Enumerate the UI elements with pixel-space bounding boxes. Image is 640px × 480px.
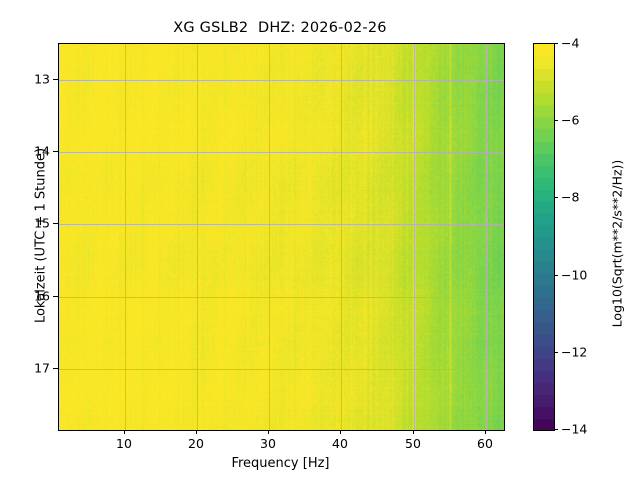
colorbar-tick-mark xyxy=(554,429,558,430)
y-tick-label: 14 xyxy=(34,143,50,159)
y-tick-label: 15 xyxy=(34,215,50,231)
x-tick-label: 30 xyxy=(260,436,276,451)
y-axis-label: Lokalzeit (UTC + 1 Stunde) xyxy=(33,147,49,324)
x-tick-mark xyxy=(124,430,125,434)
colorbar xyxy=(533,43,555,431)
y-tick-label: 16 xyxy=(34,288,50,304)
y-tick-label: 13 xyxy=(34,71,50,87)
x-tick-mark xyxy=(413,430,414,434)
figure-title: XG GSLB2 DHZ: 2026-02-26 xyxy=(173,20,387,36)
colorbar-tick-label: −12 xyxy=(561,344,588,360)
x-tick-mark xyxy=(268,430,269,434)
x-tick-mark xyxy=(196,430,197,434)
colorbar-label: Log10(Sqrt(m**2/s**2/Hz)) xyxy=(609,159,625,328)
y-tick-mark xyxy=(53,223,58,224)
x-axis-label: Frequency [Hz] xyxy=(231,456,330,471)
y-tick-mark xyxy=(53,368,58,369)
colorbar-tick-mark xyxy=(554,197,558,198)
y-tick-mark xyxy=(53,296,58,297)
spectrogram-image xyxy=(59,44,504,430)
x-tick-mark xyxy=(485,430,486,434)
colorbar-tick-mark xyxy=(554,120,558,121)
colorbar-tick-mark xyxy=(554,275,558,276)
colorbar-tick-label: −10 xyxy=(561,267,588,283)
y-tick-labels: 13 14 15 16 17 xyxy=(0,0,50,480)
x-tick-label: 60 xyxy=(477,436,493,451)
y-tick-mark xyxy=(53,151,58,152)
colorbar-tick-label: −8 xyxy=(561,189,580,205)
x-tick-mark xyxy=(340,430,341,434)
x-tick-label: 40 xyxy=(332,436,348,451)
x-tick-label: 20 xyxy=(188,436,204,451)
x-tick-label: 50 xyxy=(405,436,421,451)
y-tick-label: 17 xyxy=(34,360,50,376)
colorbar-tick-label: −14 xyxy=(561,421,588,437)
colorbar-tick-label: −6 xyxy=(561,112,580,128)
colorbar-tick-mark xyxy=(554,43,558,44)
colorbar-gradient xyxy=(534,44,554,430)
colorbar-tick-mark xyxy=(554,352,558,353)
x-tick-label: 10 xyxy=(116,436,132,451)
y-tick-mark xyxy=(53,79,58,80)
spectrogram-axes xyxy=(58,43,505,431)
colorbar-tick-label: −4 xyxy=(561,35,580,51)
